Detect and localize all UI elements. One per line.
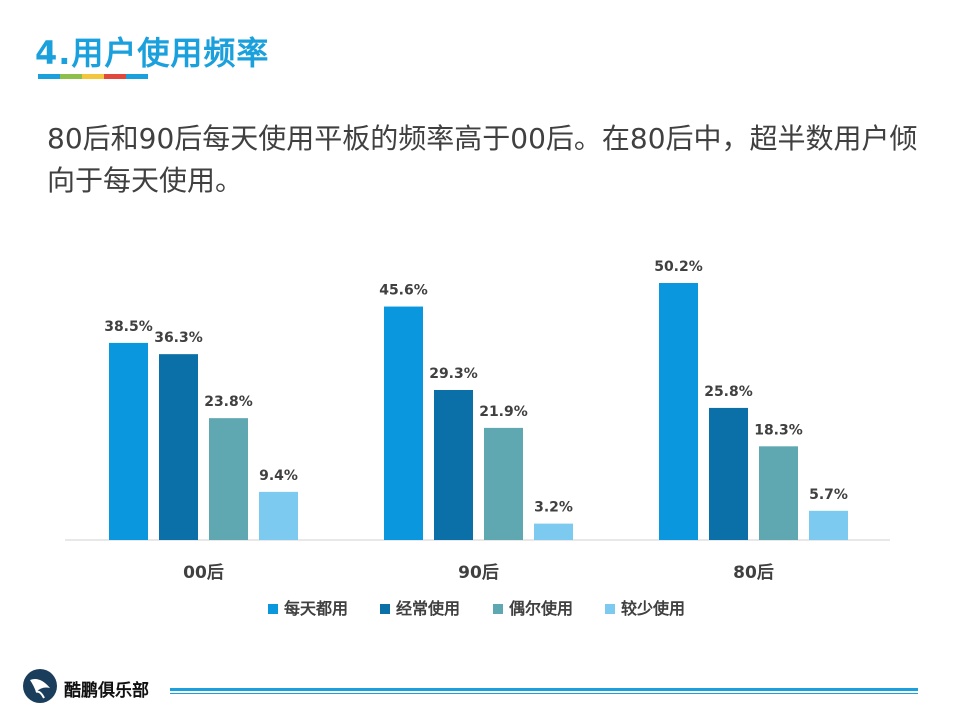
- data-label: 38.5%: [104, 319, 153, 335]
- data-label: 23.8%: [204, 394, 253, 410]
- slide-subtitle: 80后和90后每天使用平板的频率高于00后。在80后中，超半数用户倾向于每天使用…: [47, 122, 918, 197]
- data-label: 50.2%: [654, 259, 703, 275]
- bar-00后-较少使用: [259, 491, 298, 540]
- title-color-stripe: [38, 74, 148, 79]
- bar-80后-经常使用: [709, 407, 748, 540]
- bar-80后-每天都用: [659, 283, 698, 540]
- data-label: 45.6%: [379, 283, 428, 299]
- stripe-segment: [38, 74, 60, 79]
- legend-swatch: [493, 604, 503, 614]
- legend-label: 每天都用: [284, 599, 348, 618]
- category-label: 80后: [733, 563, 774, 583]
- footer-divider-thin: [170, 693, 918, 694]
- data-label: 29.3%: [429, 366, 478, 382]
- data-label: 3.2%: [534, 500, 573, 516]
- bar-90后-偶尔使用: [484, 427, 523, 540]
- bar-80后-较少使用: [809, 510, 848, 540]
- bar-90后-较少使用: [534, 523, 573, 540]
- bar-00后-每天都用: [109, 342, 148, 540]
- bar-90后-每天都用: [384, 306, 423, 540]
- stripe-segment: [60, 74, 82, 79]
- stripe-segment: [104, 74, 126, 79]
- stripe-segment: [126, 74, 148, 79]
- legend-swatch: [380, 604, 390, 614]
- data-label: 25.8%: [704, 384, 753, 400]
- stripe-segment: [82, 74, 104, 79]
- data-label: 5.7%: [809, 487, 848, 503]
- legend-label: 经常使用: [396, 599, 460, 618]
- bar-80后-偶尔使用: [759, 446, 798, 540]
- footer-brand: 酷鹏俱乐部: [64, 681, 149, 701]
- category-label: 90后: [458, 563, 499, 583]
- legend-swatch: [605, 604, 615, 614]
- legend-label: 偶尔使用: [509, 599, 573, 618]
- footer-divider: [170, 688, 918, 691]
- bar-00后-偶尔使用: [209, 418, 248, 540]
- bar-90后-经常使用: [434, 389, 473, 540]
- penguin-logo-icon: [23, 669, 57, 703]
- data-label: 21.9%: [479, 404, 528, 420]
- data-label: 9.4%: [259, 468, 298, 484]
- data-label: 18.3%: [754, 422, 803, 438]
- bar-00后-经常使用: [159, 354, 198, 540]
- legend-label: 较少使用: [621, 599, 685, 618]
- legend-swatch: [268, 604, 278, 614]
- data-label: 36.3%: [154, 330, 203, 346]
- slide-title: 4.用户使用频率: [35, 34, 270, 72]
- category-label: 00后: [183, 563, 224, 583]
